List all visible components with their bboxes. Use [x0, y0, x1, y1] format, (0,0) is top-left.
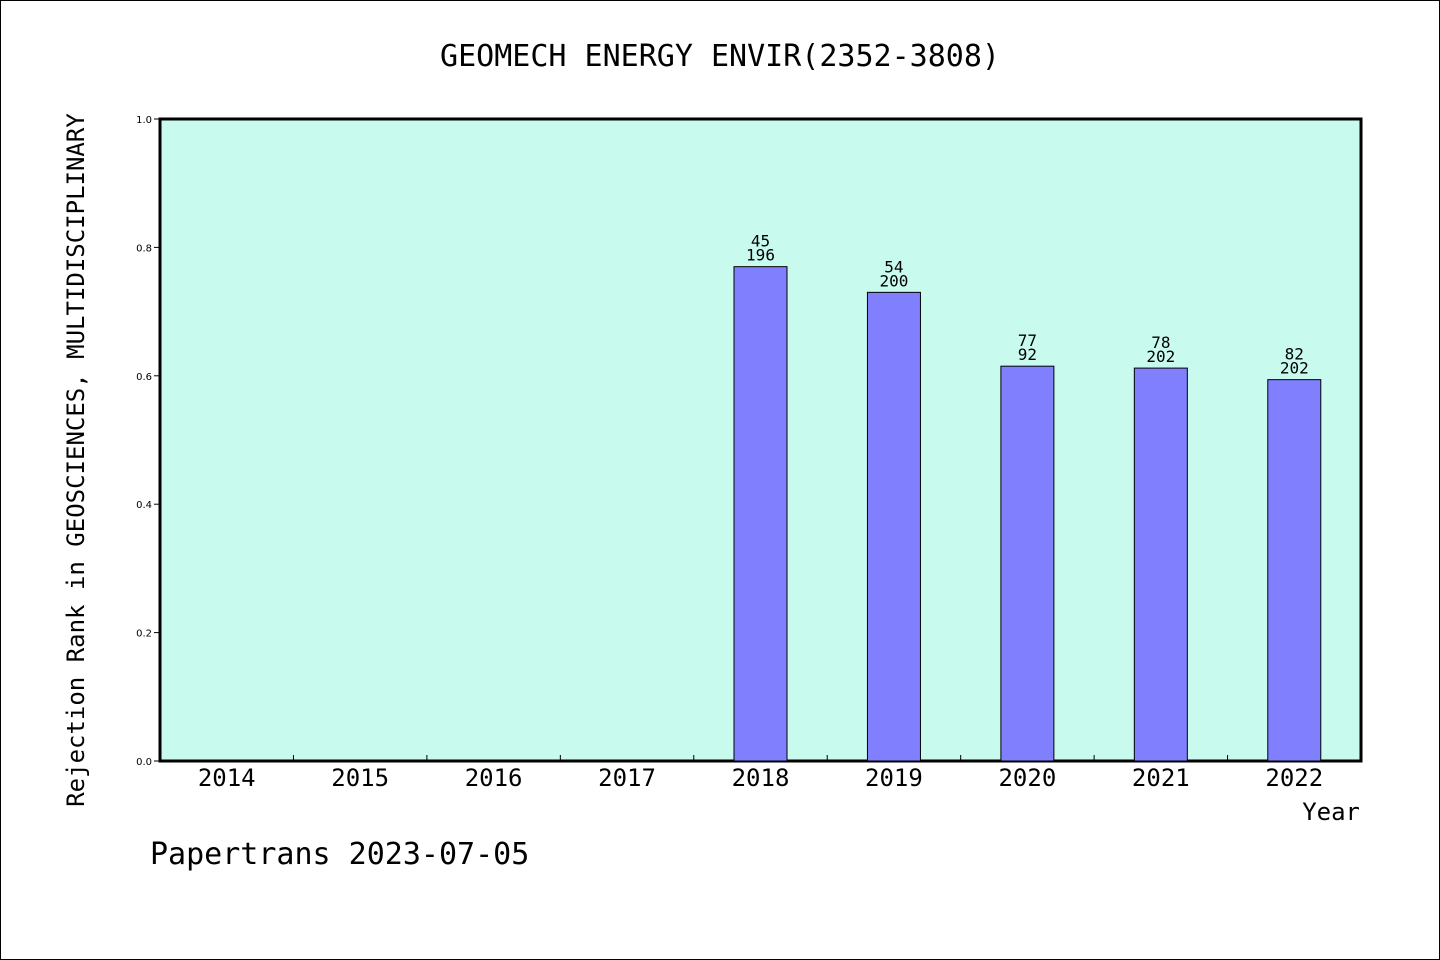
bar	[1133, 367, 1188, 762]
y-tick-label: 0.8	[136, 243, 152, 254]
bar	[1000, 365, 1055, 762]
bars	[733, 266, 1322, 762]
bar-label-bottom: 202	[1280, 359, 1309, 378]
bar-label-top: 45	[751, 232, 770, 251]
x-axis: 2014 2015 2016 2017 2018 2019 2020 2021 2022	[198, 755, 1323, 792]
x-tick-label: 2019	[865, 764, 923, 792]
bar	[733, 266, 788, 762]
x-tick-label: 2018	[732, 764, 790, 792]
y-tick-label: 0.2	[136, 629, 152, 640]
x-tick-label: 2014	[198, 764, 256, 792]
y-tick-label: 0.4	[136, 500, 152, 511]
x-tick-label: 2020	[998, 764, 1056, 792]
x-axis-label: Year	[1302, 798, 1360, 826]
bar-label-top: 78	[1151, 333, 1170, 352]
footer-text: Papertrans 2023-07-05	[150, 837, 529, 872]
x-tick-label: 2015	[331, 764, 389, 792]
x-tick-label: 2016	[465, 764, 523, 792]
x-tick-label: 2017	[598, 764, 656, 792]
bar	[866, 291, 921, 762]
y-tick-label: 0.0	[136, 757, 152, 768]
x-tick-label: 2021	[1132, 764, 1190, 792]
bar-label-top: 54	[884, 257, 903, 276]
y-axis-label: Rejection Rank in GEOSCIENCES, MULTIDISC…	[62, 113, 90, 807]
chart-title: GEOMECH ENERGY ENVIR(2352-3808)	[440, 39, 1000, 74]
bar-label-bottom: 196	[746, 246, 775, 265]
bar-label-bottom: 202	[1146, 347, 1175, 366]
bar-label-bottom: 200	[879, 271, 908, 290]
x-tick-label: 2022	[1265, 764, 1323, 792]
y-axis: 0.0 0.2 0.4 0.6 0.8 1.0	[136, 115, 160, 768]
bar-label-bottom: 92	[1018, 345, 1037, 364]
bar	[1267, 379, 1322, 762]
y-tick-label: 1.0	[136, 115, 152, 126]
bar-label-top: 77	[1018, 331, 1037, 350]
bar-label-top: 82	[1285, 345, 1304, 364]
y-tick-label: 0.6	[136, 372, 152, 383]
